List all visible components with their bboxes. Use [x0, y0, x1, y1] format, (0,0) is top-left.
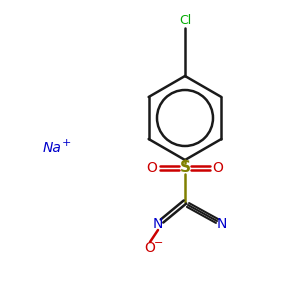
Text: N: N	[217, 217, 227, 231]
Text: −: −	[154, 238, 164, 248]
Text: O: O	[145, 241, 155, 255]
Text: N: N	[153, 217, 163, 231]
Text: O: O	[213, 161, 224, 175]
Text: S: S	[179, 160, 191, 175]
Text: Cl: Cl	[179, 14, 191, 26]
Text: Na: Na	[43, 141, 61, 155]
Text: +: +	[61, 138, 71, 148]
Text: O: O	[147, 161, 158, 175]
